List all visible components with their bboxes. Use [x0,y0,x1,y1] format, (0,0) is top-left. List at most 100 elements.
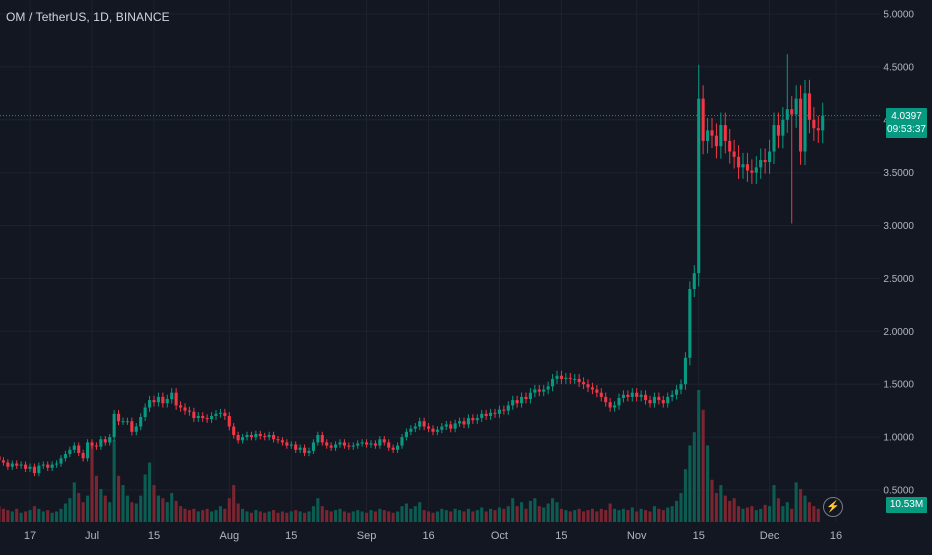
candle-body [81,452,85,459]
volume-bar [728,500,732,522]
candle-body [520,396,524,404]
candle-body [267,434,271,438]
candle-body [737,156,741,168]
candle-body [719,125,723,147]
candle-body [590,387,594,390]
candle-body [94,445,98,447]
candle-body [701,98,705,141]
candle-body [732,151,736,157]
candle-body [311,442,315,451]
volume-bar [148,462,152,522]
price-tick-label: 5.0000 [883,10,914,21]
volume-bar [192,508,196,522]
candle-body [63,454,67,459]
candle-body [462,421,466,425]
volume-bar [409,508,413,522]
volume-bar [143,474,147,522]
volume-bar [502,508,506,522]
candle-body [559,375,563,379]
candle-body [382,439,386,443]
candle-body [573,378,577,380]
price-axis[interactable]: 0.5000 1.0000 1.5000 2.0000 2.5000 3.0000 3.50… [883,10,914,497]
candle-body [812,119,816,129]
volume-bar [484,511,488,522]
candle-body [72,445,76,450]
candle-body [772,125,776,152]
candle-body [422,421,426,427]
candle-body [768,151,772,163]
candle-body [679,384,683,390]
candle-body [201,415,205,419]
candle-body [626,394,630,397]
candle-body [369,443,373,445]
volume-bar [794,482,798,522]
price-tick-label: 0.5000 [883,486,914,497]
candle-body [506,405,510,411]
price-tick-label: 4.5000 [883,62,914,73]
volume-bar [635,511,639,522]
volume-bar [422,510,426,522]
candle-body [652,396,656,404]
volume-bar [156,495,160,522]
volume-bar [675,500,679,522]
candle-body [236,434,240,441]
candle-body [639,394,643,397]
time-tick-label: Sep [357,530,377,542]
volume-bar [772,485,776,522]
time-tick-label: Oct [491,530,508,542]
volume-bar [586,510,590,522]
volume-bar [276,512,280,522]
candle-body [334,444,338,448]
volume-bar [165,502,169,522]
volume-bar [134,503,138,522]
volume-bar [679,492,683,522]
volume-bar [325,510,329,522]
candle-body [418,421,422,427]
volume-bar [24,511,28,522]
candle-body [542,389,546,392]
candle-body [644,394,648,401]
candle-body [697,98,701,274]
volume-bar [573,510,577,522]
volume-bar [63,503,67,522]
volume-bar [816,508,820,522]
symbol-title[interactable]: OM / TetherUS, 1D, BINANCE [6,10,170,24]
volume-bar [72,482,76,522]
time-tick-label: 15 [285,530,297,542]
volume-bar [732,498,736,522]
candle-body [125,421,129,423]
candle-body [564,377,568,379]
volume-bar [263,512,267,522]
candle-body [435,429,439,432]
candle-body [37,465,41,474]
volume-bar [347,512,351,522]
volume-bar [776,498,780,522]
volume-bar [595,511,599,522]
candle-body [497,409,501,414]
volume-bar [657,508,661,522]
candle-body [223,412,227,416]
candle-body [338,442,342,445]
candle-body [218,412,222,414]
volume-bar [745,507,749,522]
time-axis[interactable]: 17 Jul 15 Aug 15 Sep 16 Oct 15 Nov 15 Dec 16 [24,530,842,542]
candle-body [148,400,152,408]
candle-body [551,378,555,387]
volume-bar [520,502,524,522]
volume-bar [37,508,41,522]
volume-bar [444,510,448,522]
candle-body [342,442,346,446]
candle-body [24,464,28,469]
volume-bar [210,511,214,522]
volume-bar [6,510,10,522]
volume-bar [449,511,453,522]
volume-bar [604,510,608,522]
price-tick-label: 3.0000 [883,221,914,232]
candle-body [555,375,559,379]
volume-bar [462,511,466,522]
lightning-icon[interactable]: ⚡ [823,497,843,517]
volume-bar [108,502,112,522]
candle-body [750,170,754,173]
